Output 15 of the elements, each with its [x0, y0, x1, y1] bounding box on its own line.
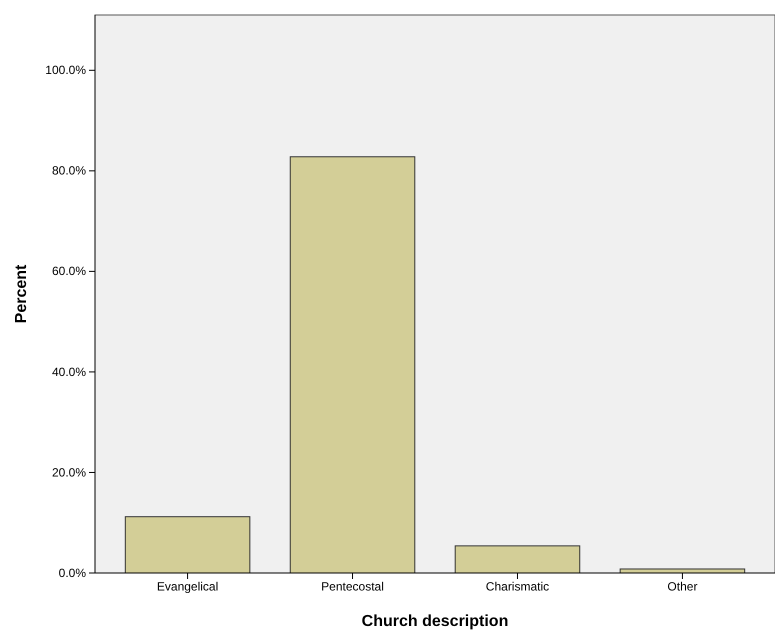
x-tick-label: Pentecostal [321, 580, 384, 594]
x-tick-label: Other [667, 580, 698, 594]
y-axis-title: Percent [13, 264, 30, 324]
x-tick-label: Evangelical [156, 580, 218, 594]
y-tick-label: 40.0% [52, 364, 86, 379]
x-axis-title: Church description [362, 613, 508, 630]
y-tick-label: 100.0% [45, 63, 86, 78]
y-tick-label: 60.0% [52, 264, 86, 278]
x-tick-label: Charismatic [486, 580, 550, 594]
bar [454, 545, 580, 574]
bar [290, 156, 416, 574]
bar [124, 516, 250, 574]
y-tick-label: 80.0% [52, 164, 86, 178]
y-tick-label: 0.0% [58, 566, 86, 580]
y-tick-label: 20.0% [52, 465, 86, 480]
